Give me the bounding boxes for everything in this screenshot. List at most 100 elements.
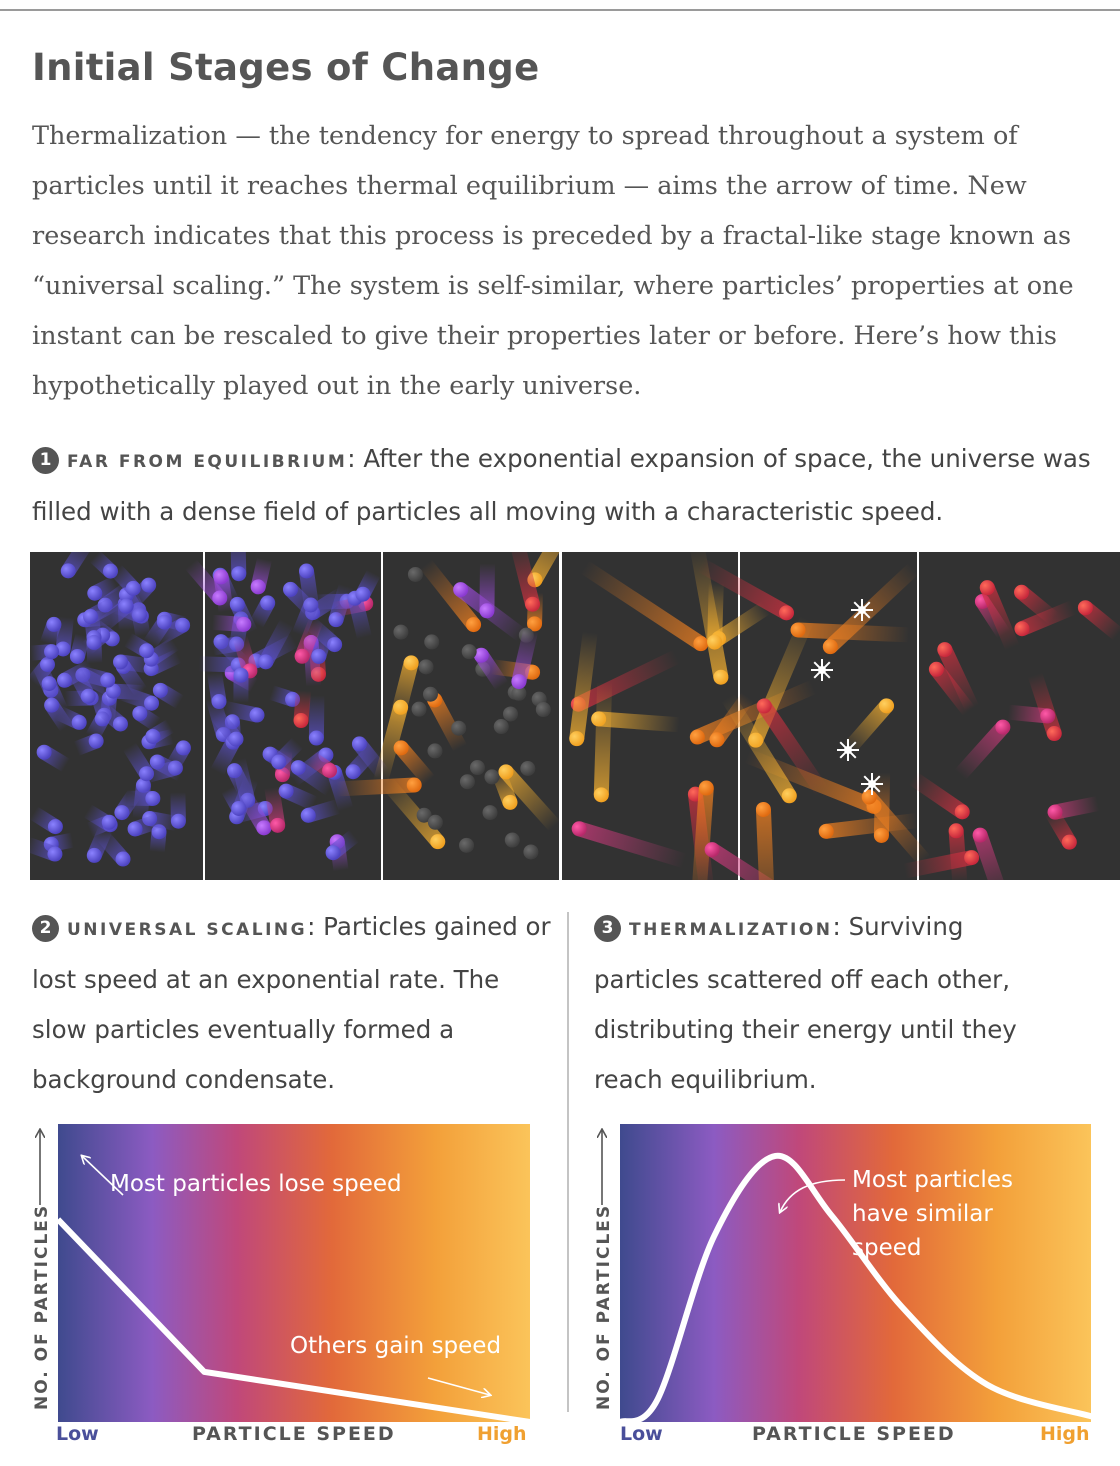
annotation-arrow <box>780 1179 846 1212</box>
particle <box>511 674 527 690</box>
condensate-particle <box>504 832 520 848</box>
condensate-particle <box>427 743 443 759</box>
particle <box>270 817 286 833</box>
annotation-gain-speed: Others gain speed <box>290 1333 501 1359</box>
particle-trail <box>500 766 561 832</box>
particle <box>698 780 714 796</box>
particle-trail <box>954 722 1009 780</box>
particle <box>311 648 327 664</box>
condensate-particle <box>422 686 438 702</box>
particle <box>473 647 489 663</box>
particle <box>406 777 422 793</box>
condensate-particle <box>520 760 536 776</box>
particle <box>271 754 287 770</box>
particle-trail <box>336 777 415 797</box>
particle <box>822 639 838 655</box>
step-text: Particles gained or lost speed at an exp… <box>32 912 551 1094</box>
particle-trail <box>903 850 974 879</box>
column-divider <box>567 912 569 1412</box>
particle <box>756 698 772 714</box>
particle <box>231 566 247 582</box>
particle <box>954 804 970 820</box>
particle-trail <box>511 628 539 684</box>
particle <box>525 596 541 612</box>
particle-trail <box>419 559 480 630</box>
particle <box>1014 621 1030 637</box>
particle-trail <box>863 792 931 866</box>
flash-core <box>844 746 852 754</box>
condensate-particle <box>393 624 409 640</box>
particle-trail <box>511 552 540 607</box>
particle <box>948 823 964 839</box>
particle <box>861 789 877 805</box>
particle <box>571 821 587 837</box>
particle <box>55 641 71 657</box>
particle <box>86 634 102 650</box>
particle-trail <box>707 582 724 643</box>
condensate-particle <box>427 814 443 830</box>
particle <box>322 762 338 778</box>
particle <box>781 788 797 804</box>
x-tick-low: Low <box>620 1423 663 1445</box>
particle-trail <box>528 552 560 584</box>
intro-paragraph: Thermalization — the tendency for energy… <box>32 121 1074 401</box>
condensate-particle <box>407 566 423 582</box>
particle <box>755 801 771 817</box>
flash-core <box>868 780 876 788</box>
particle <box>39 657 55 673</box>
particle <box>256 820 272 836</box>
particle <box>115 851 131 867</box>
particle <box>707 634 723 650</box>
step-label: FAR FROM EQUILIBRIUM <box>67 452 348 472</box>
particle <box>36 744 52 760</box>
annotation-arrow <box>82 1156 124 1196</box>
particle <box>355 586 371 602</box>
x-axis-label: PARTICLE SPEED <box>192 1423 396 1445</box>
particle <box>144 695 160 711</box>
particle-panels <box>30 552 1120 880</box>
particle <box>498 764 514 780</box>
particle-trail <box>825 813 919 839</box>
particle <box>236 616 252 632</box>
particle <box>125 580 141 596</box>
particle <box>693 636 709 652</box>
condensate-particle <box>461 644 477 660</box>
particle <box>1014 584 1030 600</box>
chart-thermalization: NO. OF PARTICLES Low PARTICLE SPEED High… <box>594 1124 1094 1445</box>
particle-trail <box>755 809 774 880</box>
particle <box>83 609 99 625</box>
particle <box>175 740 191 756</box>
condensate-particle <box>411 701 427 717</box>
particle <box>569 731 585 747</box>
particle <box>100 672 116 688</box>
particle <box>249 707 265 723</box>
particle-trail <box>980 584 1020 651</box>
particle-trail <box>721 693 796 800</box>
condensate-particle <box>523 844 539 860</box>
condensate-particle <box>469 760 485 776</box>
particle <box>46 616 62 632</box>
particle-trail <box>569 631 598 740</box>
particle <box>114 805 130 821</box>
step-text: After the exponential expansion of space… <box>32 444 1091 526</box>
particle <box>430 834 446 850</box>
particle <box>250 579 266 595</box>
page-title: Initial Stages of Change <box>32 46 540 89</box>
condensate-particle <box>451 720 467 736</box>
particle <box>345 764 361 780</box>
speed-distribution-charts: NO. OF PARTICLES Low PARTICLE SPEED High… <box>32 1124 1094 1445</box>
particle <box>145 728 161 744</box>
particle-trail <box>930 664 976 716</box>
particle <box>308 730 324 746</box>
flash-core <box>858 606 866 614</box>
condensate-particle <box>511 685 527 701</box>
particle-trail <box>580 560 705 650</box>
particle <box>212 590 228 606</box>
particle-trail <box>388 660 419 724</box>
step-number-badge: 2 <box>32 915 59 942</box>
condensate-particle <box>459 774 475 790</box>
particle-trail <box>576 821 687 869</box>
condensate-particle <box>484 769 500 785</box>
particle <box>1061 834 1077 850</box>
particle <box>689 729 705 745</box>
